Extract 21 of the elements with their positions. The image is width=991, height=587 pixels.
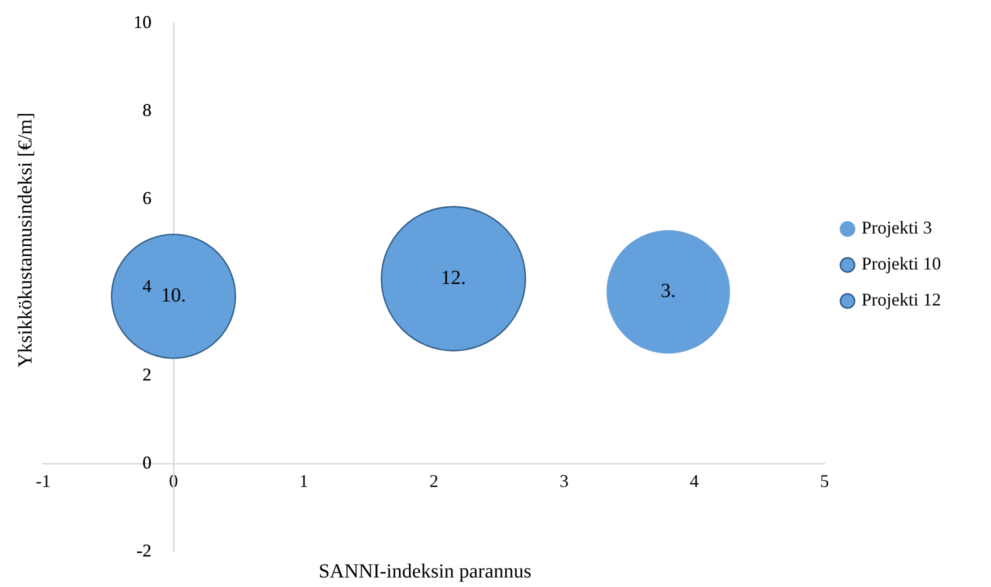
y-tick-label: 0: [142, 452, 152, 472]
annotation: 10.: [161, 284, 186, 307]
y-tick-label: 4: [142, 276, 152, 296]
x-tick-label: 1: [299, 471, 308, 492]
annotation: 3.: [660, 280, 676, 302]
x-tick-label: 2: [429, 471, 438, 492]
y-tick-label: -2: [136, 540, 152, 560]
y-tick-label: 10: [134, 12, 152, 32]
x-tick-label: 3: [560, 471, 569, 492]
y-tick-label: 8: [142, 100, 152, 120]
legend-label: Projekti 3: [862, 218, 932, 238]
legend-label: Projekti 12: [862, 290, 942, 310]
x-axis-title: SANNI-indeksin parannus: [318, 560, 532, 584]
y-tick-label: 2: [142, 364, 152, 384]
x-tick-label: 4: [690, 471, 699, 492]
x-tick-label: 5: [820, 471, 830, 492]
legend-label: Projekti 10: [862, 254, 942, 274]
y-axis-title: Yksikkökustannusindeksi [€/m]: [14, 112, 38, 368]
x-tick-label: -1: [36, 471, 51, 492]
annotation: 12.: [440, 266, 466, 289]
y-tick-label: 6: [142, 188, 152, 208]
